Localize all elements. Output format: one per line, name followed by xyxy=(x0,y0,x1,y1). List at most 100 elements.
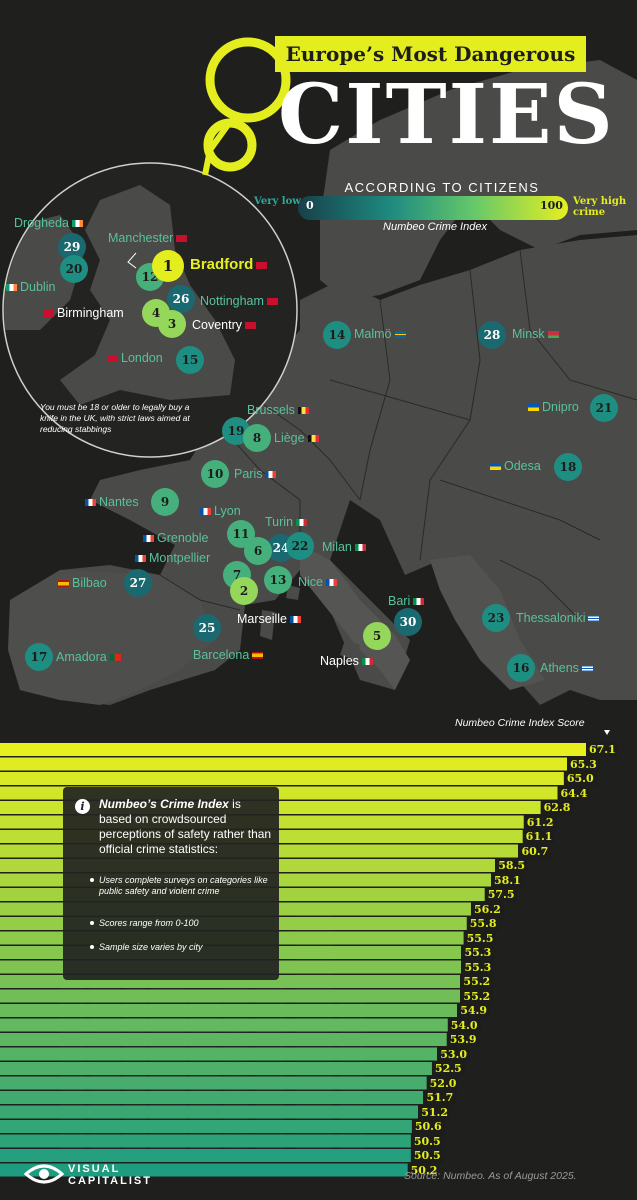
visual-capitalist-logo-icon xyxy=(24,1164,64,1184)
map-city-name: Brussels xyxy=(247,403,295,417)
map-city-label: Nantes xyxy=(82,495,139,509)
map-city-label: Bradford xyxy=(190,256,270,273)
score-value: 54.0 xyxy=(447,1017,481,1033)
map-rank-marker: 5 xyxy=(363,622,391,650)
map-city-name: Birmingham xyxy=(57,306,124,320)
map-city-label: Grenoble xyxy=(140,531,208,545)
ie-flag-icon xyxy=(6,284,17,292)
info-icon: i xyxy=(75,799,90,814)
score-value: 50.5 xyxy=(410,1148,444,1163)
ranking-bar xyxy=(0,1149,411,1162)
score-value: 55.2 xyxy=(460,988,494,1004)
map-city-name: Naples xyxy=(320,654,359,668)
score-value: 55.2 xyxy=(460,974,494,989)
score-value: 50.5 xyxy=(410,1133,444,1149)
score-value: 57.5 xyxy=(484,887,518,902)
leader-line xyxy=(127,252,137,269)
score-value: 58.5 xyxy=(495,858,529,873)
map-rank-marker: 27 xyxy=(124,569,152,597)
legend-gradient-bar xyxy=(298,196,568,220)
ranking-bar xyxy=(0,743,586,756)
ranking-bar xyxy=(0,1091,424,1104)
fr-flag-icon xyxy=(326,579,338,587)
ua-flag-icon xyxy=(528,404,539,412)
info-bullet: Users complete surveys on categories lik… xyxy=(90,875,268,896)
uk-flag-icon xyxy=(43,310,54,318)
map-city-label: Naples xyxy=(320,654,376,668)
map-rank-marker: 25 xyxy=(193,614,221,642)
map-city-name: Nice xyxy=(298,575,324,589)
ranking-bar xyxy=(0,989,461,1003)
map-city-label: Milan xyxy=(322,540,369,554)
gr-flag-icon xyxy=(581,665,593,673)
fr-flag-icon xyxy=(200,508,211,516)
map-city-name: Dublin xyxy=(20,280,56,294)
score-value: 64.4 xyxy=(557,785,591,801)
score-header: Numbeo Crime Index Score xyxy=(455,717,585,729)
map-rank-marker: 6 xyxy=(244,537,272,565)
map-city-label: Amadora xyxy=(56,650,124,664)
it-flag-icon xyxy=(361,658,373,666)
score-value: 60.7 xyxy=(518,843,552,859)
score-value: 65.3 xyxy=(567,756,600,772)
ranking-bar xyxy=(0,1047,438,1061)
gr-flag-icon xyxy=(588,615,600,623)
map-city-label: Nottingham xyxy=(200,294,281,308)
map-rank-marker: 15 xyxy=(176,346,204,374)
map-rank-marker: 30 xyxy=(394,608,422,636)
map-rank-marker: 14 xyxy=(323,321,351,349)
map-city-label: Turin xyxy=(265,515,310,529)
map-rank-marker: 23 xyxy=(482,604,510,632)
uk-flag-icon xyxy=(245,322,257,330)
map-city-label: Coventry xyxy=(192,318,259,332)
map-city-name: Bari xyxy=(388,594,411,608)
map-rank-marker: 18 xyxy=(554,453,582,481)
title-line1: Europe’s Most Dangerous xyxy=(285,42,576,66)
es-flag-icon xyxy=(252,652,264,660)
map-city-name: Athens xyxy=(540,661,579,675)
map-city-name: Manchester xyxy=(108,231,174,245)
info-box: i Numbeo’s Crime Index is based on crowd… xyxy=(63,787,279,980)
score-value: 50.2 xyxy=(407,1162,441,1178)
map-city-label: Thessaloniki xyxy=(516,611,602,625)
title-line2: CITIES xyxy=(278,67,615,163)
fr-flag-icon xyxy=(290,616,302,624)
ranking-bar xyxy=(0,1134,411,1148)
pt-flag-icon xyxy=(109,654,121,662)
map-city-name: Nottingham xyxy=(200,294,264,308)
ranking-bar xyxy=(0,1163,408,1177)
it-flag-icon xyxy=(413,598,425,606)
map-city-label: Brussels xyxy=(247,403,312,417)
score-value: 55.3 xyxy=(461,959,495,975)
fr-flag-icon xyxy=(135,555,146,563)
ua-flag-icon xyxy=(490,463,501,471)
legend-max: 100 xyxy=(540,199,563,212)
map-rank-marker: 16 xyxy=(507,654,535,682)
score-value: 54.9 xyxy=(457,1003,491,1018)
uk-flag-icon xyxy=(176,235,188,243)
legend-low-label: Very low crime xyxy=(254,196,337,207)
map-rank-marker: 29 xyxy=(58,233,86,261)
map-city-name: Nantes xyxy=(99,495,139,509)
score-value: 53.0 xyxy=(437,1046,470,1062)
subtitle: ACCORDING TO CITIZENS xyxy=(344,180,540,195)
fr-flag-icon xyxy=(265,471,277,479)
ranking-bar xyxy=(0,757,568,771)
ranking-bar xyxy=(0,1105,419,1119)
be-flag-icon xyxy=(307,435,319,443)
map-rank-marker: 8 xyxy=(243,424,271,452)
uk-flag-icon xyxy=(107,355,118,363)
map-city-name: Bradford xyxy=(190,256,254,273)
score-value: 51.7 xyxy=(423,1090,457,1105)
map-rank-marker: 21 xyxy=(590,394,618,422)
down-arrow-icon xyxy=(604,730,610,735)
map-city-label: Minsk xyxy=(512,327,562,341)
ranking-bar xyxy=(0,1033,447,1046)
score-value: 67.1 xyxy=(586,742,619,757)
title-banner: Europe’s Most Dangerous xyxy=(275,36,586,72)
score-value: 55.8 xyxy=(466,916,500,931)
map-city-name: Malmö xyxy=(354,327,392,341)
score-value: 56.2 xyxy=(470,901,504,917)
map-city-label: Manchester xyxy=(108,231,190,245)
map-city-name: Turin xyxy=(265,515,294,529)
